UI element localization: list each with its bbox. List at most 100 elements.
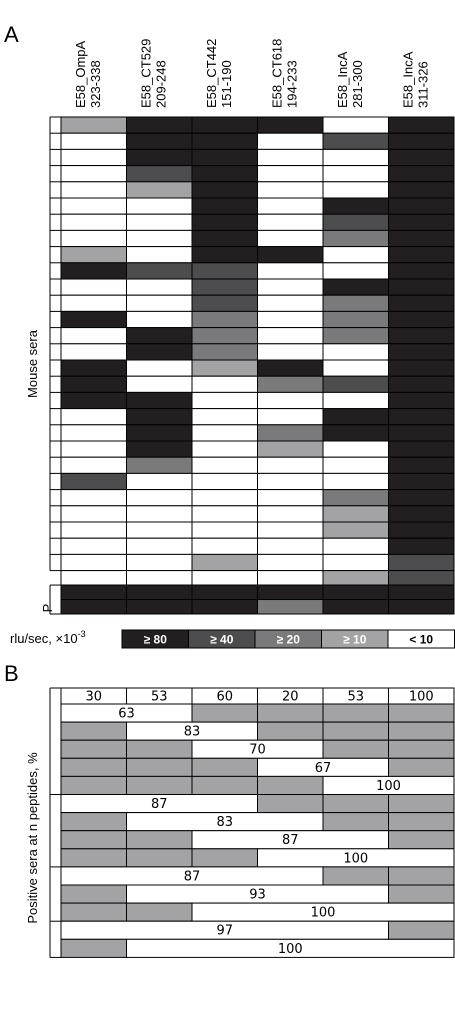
heatmap-cell <box>322 553 389 572</box>
negative-cell <box>60 902 127 922</box>
heatmap-cell <box>388 148 455 167</box>
heatmap-cell <box>60 489 127 507</box>
heatmap-cell <box>191 229 258 248</box>
heatmap-cell <box>191 440 258 458</box>
heatmap-cell <box>322 521 389 539</box>
negative-cell <box>388 703 455 723</box>
combination-value: 97 <box>216 924 233 939</box>
control-cell <box>322 599 389 615</box>
heatmap-cell <box>257 537 324 555</box>
heatmap-cell <box>60 408 127 426</box>
heatmap-cell <box>126 181 193 199</box>
control-cell <box>191 584 258 601</box>
heatmap-cell <box>257 197 324 215</box>
heatmap-cell <box>60 229 127 248</box>
heatmap-cell <box>388 472 455 491</box>
panel-b: B Positive sera at n peptides, % 30 53 60 2… <box>4 661 455 958</box>
column-label: E58_CT529 <box>139 39 154 108</box>
heatmap-cell <box>322 440 389 458</box>
negative-cell <box>191 703 258 723</box>
heatmap-cell <box>322 489 389 507</box>
heatmap-cell <box>322 262 389 280</box>
heatmap-cell <box>126 148 193 167</box>
heatmap-cell <box>191 246 258 264</box>
heatmap-cell <box>191 343 258 361</box>
p-label: P <box>40 604 55 613</box>
heatmap-cell <box>322 424 389 442</box>
heatmap-cell <box>126 408 193 426</box>
heatmap-cell <box>322 408 389 426</box>
heatmap-cell <box>126 246 193 264</box>
header-value: 53 <box>347 690 364 705</box>
control-cell <box>388 584 455 601</box>
heatmap-cell <box>126 229 193 248</box>
heatmap-cell <box>126 472 193 491</box>
negative-cell <box>388 830 455 850</box>
panel-a: A E58_OmpA 323-338 E58_CT529 209-248 E58_CT4… <box>4 22 455 649</box>
heatmap-cell <box>60 375 127 393</box>
combination-table: 30 53 60 20 53 100 63 83 70 67 100 87 83 87 100 87 93 100… <box>49 687 455 958</box>
column-range-label: 323-338 <box>88 60 103 108</box>
combination-value: 93 <box>249 888 266 903</box>
heatmap-cell <box>191 116 258 134</box>
control-cell <box>126 584 193 601</box>
heatmap-cell <box>60 278 127 296</box>
heatmap-cell <box>322 165 389 183</box>
heatmap-cell <box>322 213 389 231</box>
heatmap-cell <box>126 294 193 312</box>
heatmap-cell <box>322 391 389 410</box>
heatmap-cell <box>60 213 127 231</box>
heatmap-cell <box>322 197 389 215</box>
heatmap-cell <box>388 294 455 312</box>
heatmap-cell <box>388 359 455 377</box>
heatmap-cell <box>388 521 455 539</box>
heatmap-cell <box>322 229 389 248</box>
heatmap-cell <box>126 327 193 345</box>
control-cell <box>126 570 193 586</box>
heatmap-cell <box>388 327 455 345</box>
legend-label: < 10 <box>409 633 433 647</box>
header-value: 20 <box>282 690 299 705</box>
heatmap-cell <box>257 294 324 312</box>
negative-cell <box>126 757 193 777</box>
heatmap-cell <box>388 132 455 150</box>
heatmap-cell <box>388 553 455 572</box>
heatmap-cell <box>126 553 193 572</box>
heatmap-cell <box>191 537 258 555</box>
negative-cell <box>388 739 455 759</box>
column-range-label: 151-190 <box>219 60 234 108</box>
heatmap-cell <box>322 327 389 345</box>
heatmap-cell <box>388 310 455 329</box>
heatmap-cell <box>60 505 127 523</box>
heatmap-cell <box>388 197 455 215</box>
combination-value: 83 <box>184 725 201 740</box>
heatmap-cell <box>126 424 193 442</box>
combination-value: 83 <box>216 815 233 830</box>
heatmap-cell <box>322 537 389 555</box>
heatmap-cell <box>257 132 324 150</box>
heatmap-cell <box>126 197 193 215</box>
combination-value: 87 <box>282 833 299 848</box>
combination-value: 100 <box>278 942 303 957</box>
control-cell <box>257 599 324 615</box>
combination-span <box>126 938 455 958</box>
heatmap-cell <box>322 148 389 167</box>
heatmap-cell <box>191 424 258 442</box>
combination-value: 70 <box>249 743 266 758</box>
heatmap-cell <box>60 472 127 491</box>
heatmap-cell <box>257 456 324 474</box>
heatmap-cell <box>126 505 193 523</box>
heatmap-cell <box>388 229 455 248</box>
heatmap-cell <box>126 537 193 555</box>
legend-label: ≥ 80 <box>144 633 168 647</box>
heatmap-cell <box>191 521 258 539</box>
negative-cell <box>60 938 127 958</box>
heatmap-cell <box>126 359 193 377</box>
heatmap <box>49 116 455 615</box>
heatmap-cell <box>126 391 193 410</box>
legend-label: ≥ 20 <box>277 633 301 647</box>
heatmap-cell <box>60 165 127 183</box>
heatmap-cell <box>257 148 324 167</box>
heatmap-cell <box>322 246 389 264</box>
heatmap-cell <box>191 456 258 474</box>
